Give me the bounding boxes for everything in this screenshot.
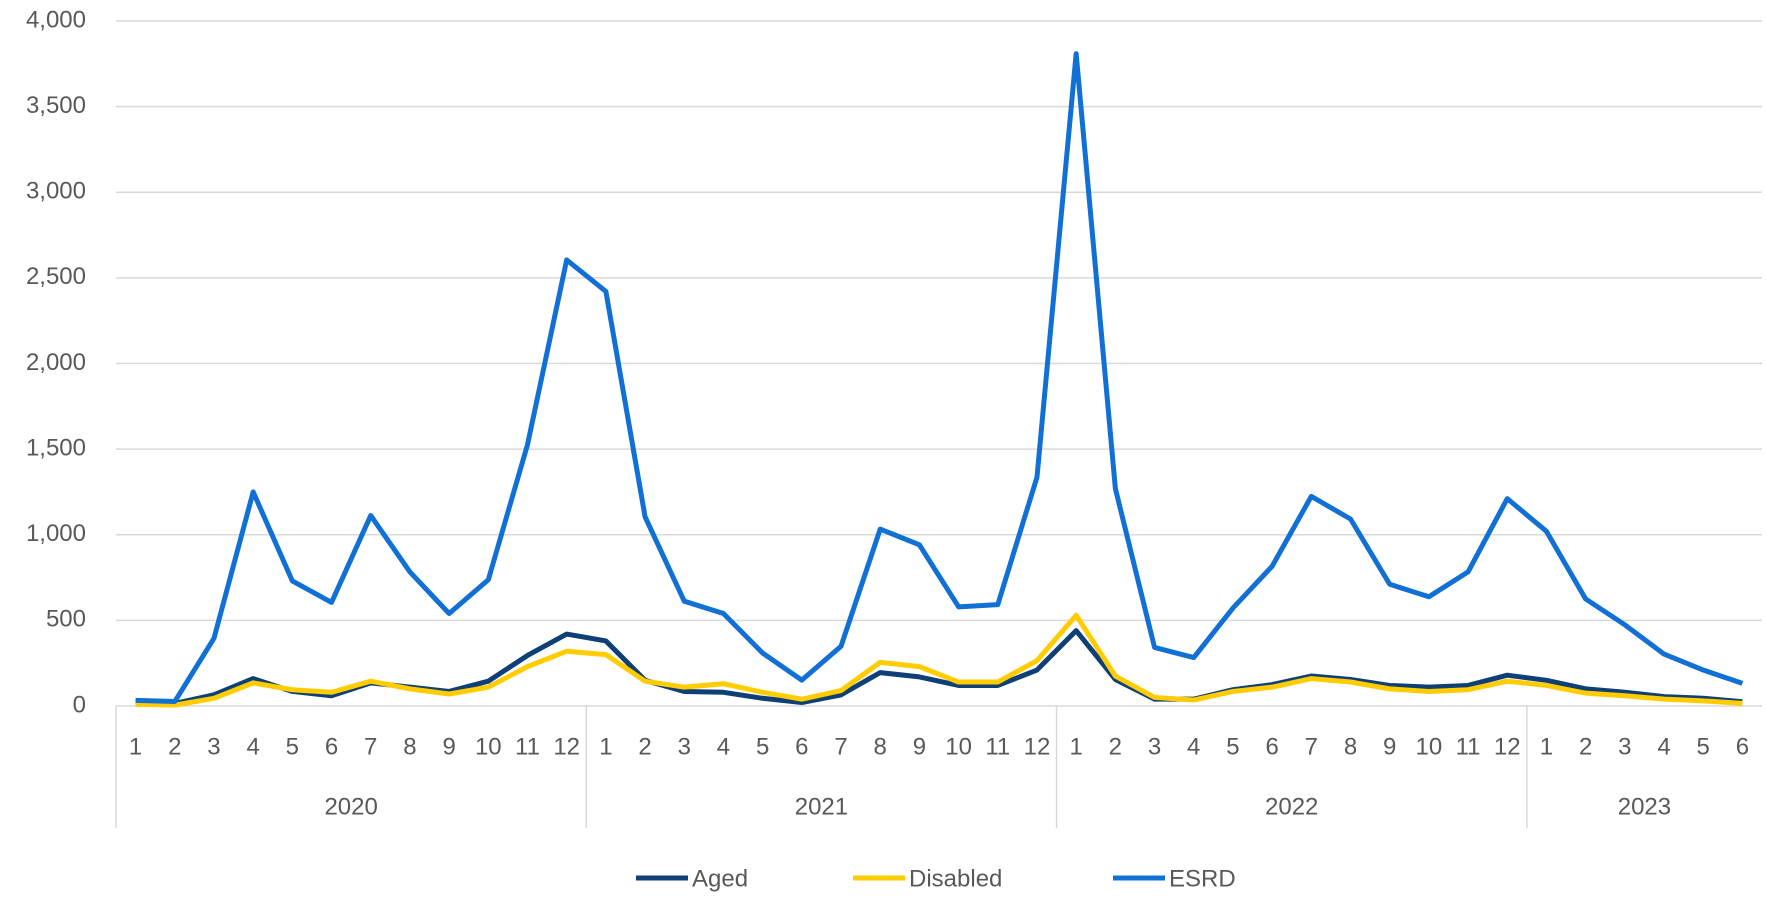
x-tick-label: 2: [1109, 733, 1122, 760]
x-tick-label: 9: [913, 733, 926, 760]
group-label: 2022: [1265, 793, 1318, 820]
x-tick-label: 4: [1187, 733, 1200, 760]
y-tick-label: 3,000: [26, 178, 86, 205]
x-tick-label: 6: [1736, 733, 1749, 760]
group-label: 2021: [795, 793, 848, 820]
x-tick-label: 7: [364, 733, 377, 760]
y-tick-label: 2,000: [26, 349, 86, 376]
x-tick-label: 1: [599, 733, 612, 760]
x-tick-label: 4: [246, 733, 259, 760]
x-tick-label: 11: [515, 733, 540, 760]
series-line: [135, 51, 1744, 705]
x-tick-label: 5: [286, 733, 299, 760]
x-tick-label: 4: [1657, 733, 1670, 760]
x-tick-label: 2: [1579, 733, 1592, 760]
x-tick-label: 5: [1697, 733, 1710, 760]
x-tick-label: 10: [1416, 733, 1443, 760]
y-tick-label: 500: [46, 606, 86, 633]
x-tick-label: 8: [1344, 733, 1357, 760]
x-tick-label: 3: [678, 733, 691, 760]
x-tick-label: 2: [168, 733, 181, 760]
x-tick-label: 3: [1618, 733, 1631, 760]
x-tick-label: 11: [985, 733, 1010, 760]
x-tick-label: 5: [756, 733, 769, 760]
x-tick-label: 1: [1540, 733, 1553, 760]
x-tick-label: 1: [129, 733, 142, 760]
y-tick-label: 2,500: [26, 263, 86, 290]
x-tick-label: 3: [207, 733, 220, 760]
x-tick-label: 7: [834, 733, 847, 760]
x-tick-label: 9: [1383, 733, 1396, 760]
x-tick-label: 6: [325, 733, 338, 760]
x-tick-label: 12: [1024, 733, 1051, 760]
x-tick-label: 10: [945, 733, 972, 760]
y-tick-label: 1,000: [26, 520, 86, 547]
x-tick-label: 8: [403, 733, 416, 760]
x-tick-label: 11: [1456, 733, 1481, 760]
x-tick-label: 7: [1305, 733, 1318, 760]
x-tick-label: 8: [874, 733, 887, 760]
y-tick-label: 3,500: [26, 92, 86, 119]
x-tick-label: 5: [1226, 733, 1239, 760]
legend-label: Disabled: [909, 865, 1002, 892]
series-line: [135, 628, 1743, 706]
series-line: [135, 612, 1743, 708]
x-tick-label: 2: [638, 733, 651, 760]
x-tick-label: 12: [553, 733, 580, 760]
x-tick-label: 3: [1148, 733, 1161, 760]
legend-label: Aged: [692, 865, 748, 892]
x-tick-label: 9: [442, 733, 455, 760]
y-tick-label: 4,000: [26, 6, 86, 33]
x-tick-label: 1: [1069, 733, 1082, 760]
x-tick-label: 6: [1265, 733, 1278, 760]
x-tick-label: 4: [717, 733, 730, 760]
x-tick-label: 12: [1494, 733, 1521, 760]
legend-label: ESRD: [1169, 865, 1236, 892]
y-tick-label: 0: [73, 691, 86, 718]
x-tick-label: 6: [795, 733, 808, 760]
y-tick-label: 1,500: [26, 434, 86, 461]
group-label: 2020: [324, 793, 377, 820]
x-tick-label: 10: [475, 733, 502, 760]
group-label: 2023: [1618, 793, 1671, 820]
